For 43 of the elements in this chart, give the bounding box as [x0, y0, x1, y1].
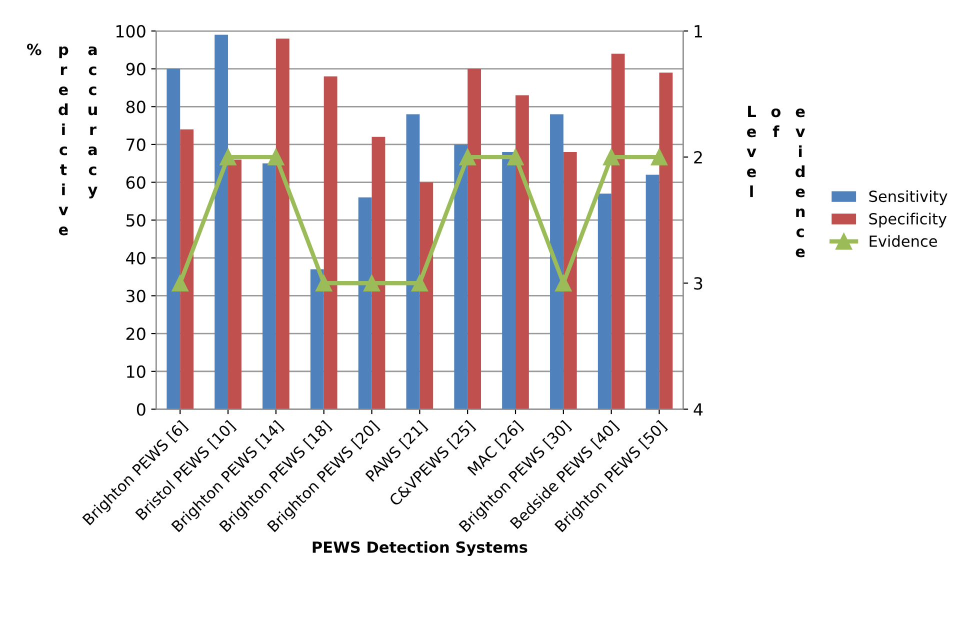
y-tick-label: 30 [126, 290, 146, 302]
y2-tick-label: 4 [694, 403, 703, 416]
bar [372, 136, 386, 410]
bar [659, 72, 673, 410]
y-tick-label: 100 [116, 24, 146, 38]
bar [468, 68, 482, 410]
y2-tick-label: 3 [694, 277, 702, 290]
y-tick-label: 10 [127, 365, 146, 378]
text: Level of evidence [746, 106, 806, 258]
bar [228, 160, 242, 410]
bar [180, 129, 194, 410]
y-tick-label: 80 [126, 100, 146, 114]
y-tick-label: 50 [126, 214, 146, 227]
y2-tick-label: 2 [694, 151, 702, 164]
bar [324, 76, 338, 410]
text: % predictive accuracy [26, 44, 98, 236]
bar [166, 68, 180, 410]
bar [646, 174, 660, 410]
legend-label: Sensitivity [869, 190, 948, 206]
bar [454, 144, 468, 410]
bar [214, 34, 228, 410]
bar [420, 182, 434, 410]
y-tick-label: 70 [126, 138, 146, 152]
y-tick-label: 20 [126, 328, 146, 340]
bar [406, 114, 420, 410]
bar [516, 95, 529, 410]
legend-label: Evidence [870, 235, 937, 247]
bar [310, 269, 324, 410]
legend-label: Specificity [869, 212, 947, 228]
y-tick-label: 90 [126, 62, 146, 76]
bar [276, 38, 290, 410]
bar [358, 197, 372, 410]
bar [502, 152, 516, 410]
x-axis-title: PEWS Detection Systems [312, 541, 528, 556]
bar [611, 54, 625, 410]
y-tick-label: 60 [126, 176, 146, 189]
bar [262, 163, 276, 410]
bar [550, 114, 564, 410]
y-tick-label: 0 [136, 403, 146, 416]
bar [563, 152, 577, 410]
y-tick-label: 40 [126, 252, 146, 264]
bar [598, 194, 612, 410]
y2-tick-label: 1 [694, 25, 702, 38]
